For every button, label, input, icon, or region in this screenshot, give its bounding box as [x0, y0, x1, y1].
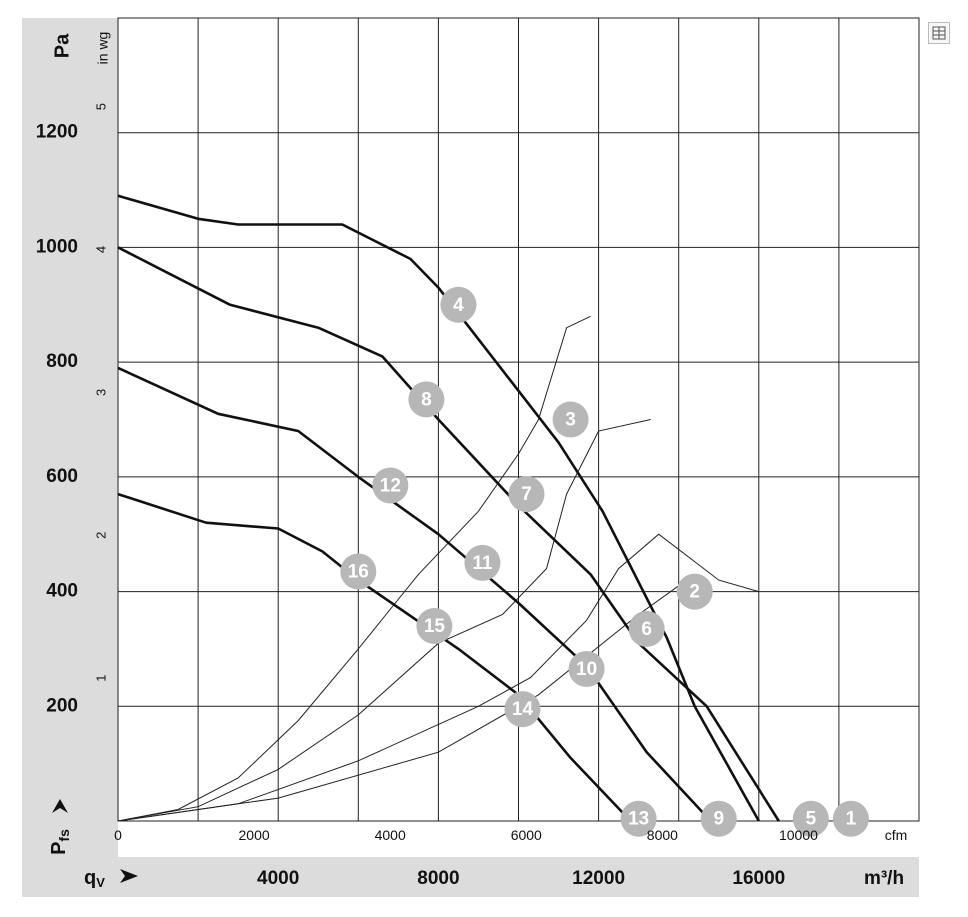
- operating-point-label: 9: [713, 809, 724, 830]
- x-tick-label: 4000: [257, 868, 299, 889]
- y-secondary-tick-label: 5: [93, 103, 108, 110]
- x-secondary-tick-label: 4000: [375, 827, 406, 843]
- system-curve: [117, 533, 759, 822]
- operating-point-label: 12: [380, 475, 401, 496]
- operating-point-label: 5: [806, 809, 817, 830]
- operating-point-marker: [340, 553, 377, 590]
- operating-point-marker: [440, 286, 477, 323]
- y-secondary-tick-label: 3: [93, 389, 108, 396]
- x-axis-arrow: [120, 869, 138, 883]
- fan-curve: [117, 194, 760, 822]
- operating-point-marker: [832, 800, 869, 837]
- operating-point-marker: [416, 607, 453, 644]
- operating-point-marker: [700, 800, 737, 837]
- x-axis-band: [22, 857, 919, 897]
- grid: [117, 17, 920, 822]
- operating-point-marker: [568, 651, 605, 688]
- operating-point-label: 10: [576, 659, 597, 680]
- x-axis-unit: m³/h: [864, 868, 904, 889]
- operating-point-label: 6: [641, 619, 652, 640]
- y-tick-label: 200: [46, 695, 78, 716]
- y-tick-label: 1200: [36, 122, 78, 143]
- y-tick-label: 800: [46, 351, 78, 372]
- system-curve: [117, 419, 651, 822]
- fan-curve: [117, 246, 780, 822]
- x-axis-symbol-main: q: [84, 867, 96, 889]
- export-icon[interactable]: [928, 22, 950, 44]
- y-axis-secondary-unit: in wg: [95, 32, 111, 65]
- system-curve: [117, 315, 591, 822]
- y-axis-band: [22, 18, 118, 862]
- operating-point-label: 4: [453, 295, 464, 316]
- y-axis-symbol-main: P: [48, 842, 70, 855]
- fan-curve: [117, 366, 712, 822]
- y-axis-arrow: [52, 799, 68, 813]
- x-secondary-tick-label: 10000: [779, 827, 818, 843]
- plot-border: [117, 17, 920, 822]
- operating-point-marker: [464, 544, 501, 581]
- operating-point-label: 14: [512, 699, 534, 720]
- y-secondary-tick-label: 2: [93, 532, 108, 539]
- y-secondary-tick-label: 4: [93, 246, 108, 253]
- operating-point-label: 15: [424, 616, 446, 637]
- x-axis-symbol: qV: [84, 867, 105, 890]
- operating-point-label: 2: [689, 582, 700, 603]
- operating-point-marker: [792, 800, 829, 837]
- operating-point-label: 3: [565, 410, 576, 431]
- operating-point-label: 8: [421, 389, 432, 410]
- y-axis-unit: Pa: [51, 33, 73, 58]
- operating-point-label: 1: [846, 809, 857, 830]
- x-tick-label: 8000: [417, 868, 459, 889]
- operating-point-label: 16: [348, 562, 369, 583]
- y-tick-label: 600: [46, 466, 78, 487]
- operating-point-label: 7: [521, 484, 532, 505]
- operating-point-marker: [620, 800, 657, 837]
- x-secondary-tick-label: 8000: [647, 827, 678, 843]
- operating-point-label: 13: [628, 809, 649, 830]
- x-tick-label: 12000: [572, 868, 625, 889]
- x-tick-label: 16000: [732, 868, 785, 889]
- y-axis-symbol-sub: fs: [56, 829, 72, 842]
- y-tick-label: 1000: [36, 236, 78, 257]
- x-secondary-tick-label: 6000: [511, 827, 542, 843]
- y-secondary-tick-label: 1: [93, 674, 108, 681]
- operating-point-marker: [504, 691, 541, 728]
- fan-curves: [117, 194, 780, 822]
- table-grid-icon: [932, 26, 946, 40]
- operating-point-marker: [508, 476, 545, 513]
- operating-point-marker: [676, 573, 713, 610]
- axis-labels: Pa in wg cfm m³/h 2004006008001000120012…: [36, 32, 908, 890]
- operating-point-marker: [552, 401, 589, 438]
- y-tick-label: 400: [46, 581, 78, 602]
- x-secondary-tick-label: 2000: [239, 827, 270, 843]
- operating-point-marker: [408, 381, 445, 418]
- operating-point-marker: [628, 610, 665, 647]
- operating-point-marker: [372, 467, 409, 504]
- operating-point-label: 11: [472, 553, 493, 574]
- x-axis-symbol-sub: V: [96, 875, 105, 890]
- y-axis-symbol: Pfs: [48, 829, 71, 855]
- x-secondary-tick-label: 0: [114, 827, 122, 843]
- x-axis-secondary-unit: cfm: [885, 827, 908, 843]
